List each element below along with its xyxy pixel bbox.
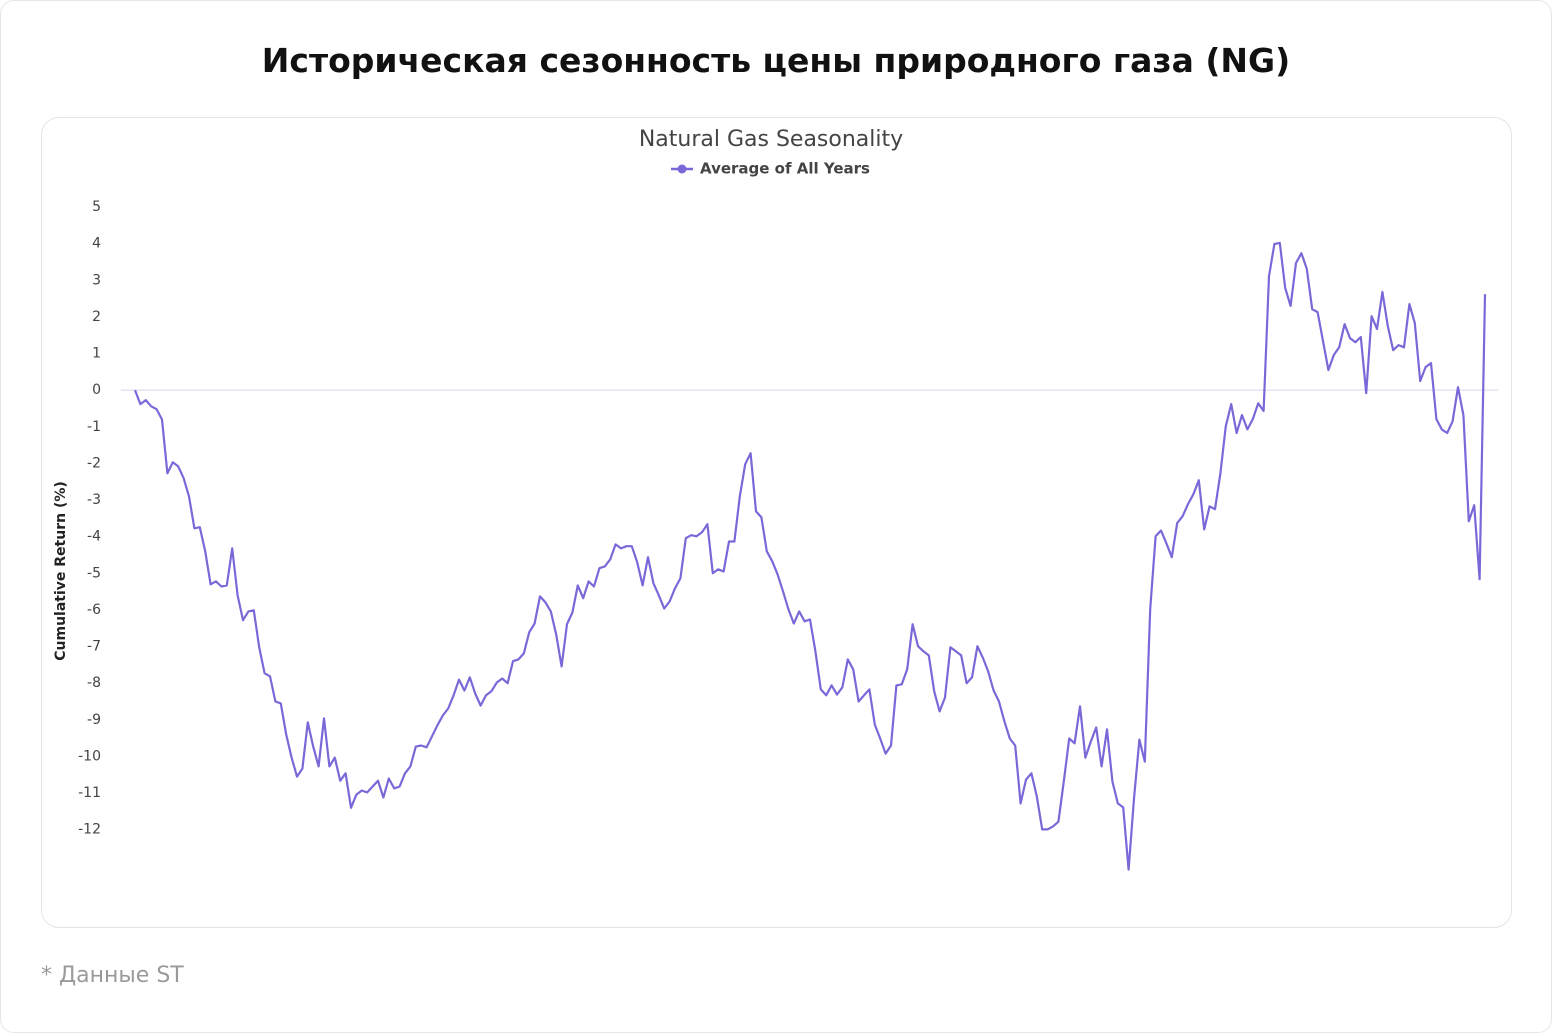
y-tick-label: -6 xyxy=(87,602,101,618)
footnote: * Данные ST xyxy=(41,963,184,988)
y-tick-label: 5 xyxy=(92,199,101,215)
y-tick-label: 2 xyxy=(92,309,101,325)
page-title: Историческая сезонность цены природного … xyxy=(261,41,1291,80)
y-tick-label: 3 xyxy=(92,272,101,288)
y-tick-label: -4 xyxy=(87,529,101,545)
chart-title: Natural Gas Seasonality xyxy=(639,127,903,152)
y-tick-label: -3 xyxy=(87,492,101,508)
legend-marker xyxy=(677,164,687,174)
y-tick-label: -1 xyxy=(87,419,101,435)
y-tick-label: 1 xyxy=(92,346,101,362)
y-tick-label: -5 xyxy=(87,565,101,581)
y-tick-label: -7 xyxy=(87,639,101,655)
y-tick-label: -9 xyxy=(87,712,101,728)
chart-card xyxy=(41,117,1512,928)
y-tick-label: -11 xyxy=(78,785,101,801)
series-line xyxy=(133,241,1487,871)
y-tick-label: -12 xyxy=(78,822,101,838)
y-tick-label: 0 xyxy=(92,382,101,398)
y-tick-label: -10 xyxy=(78,748,101,764)
y-axis-label: Cumulative Return (%) xyxy=(53,481,69,661)
y-tick-label: -2 xyxy=(87,455,101,471)
y-tick-label: -8 xyxy=(87,675,101,691)
legend-label: Average of All Years xyxy=(700,160,870,178)
y-tick-label: 4 xyxy=(92,236,101,252)
